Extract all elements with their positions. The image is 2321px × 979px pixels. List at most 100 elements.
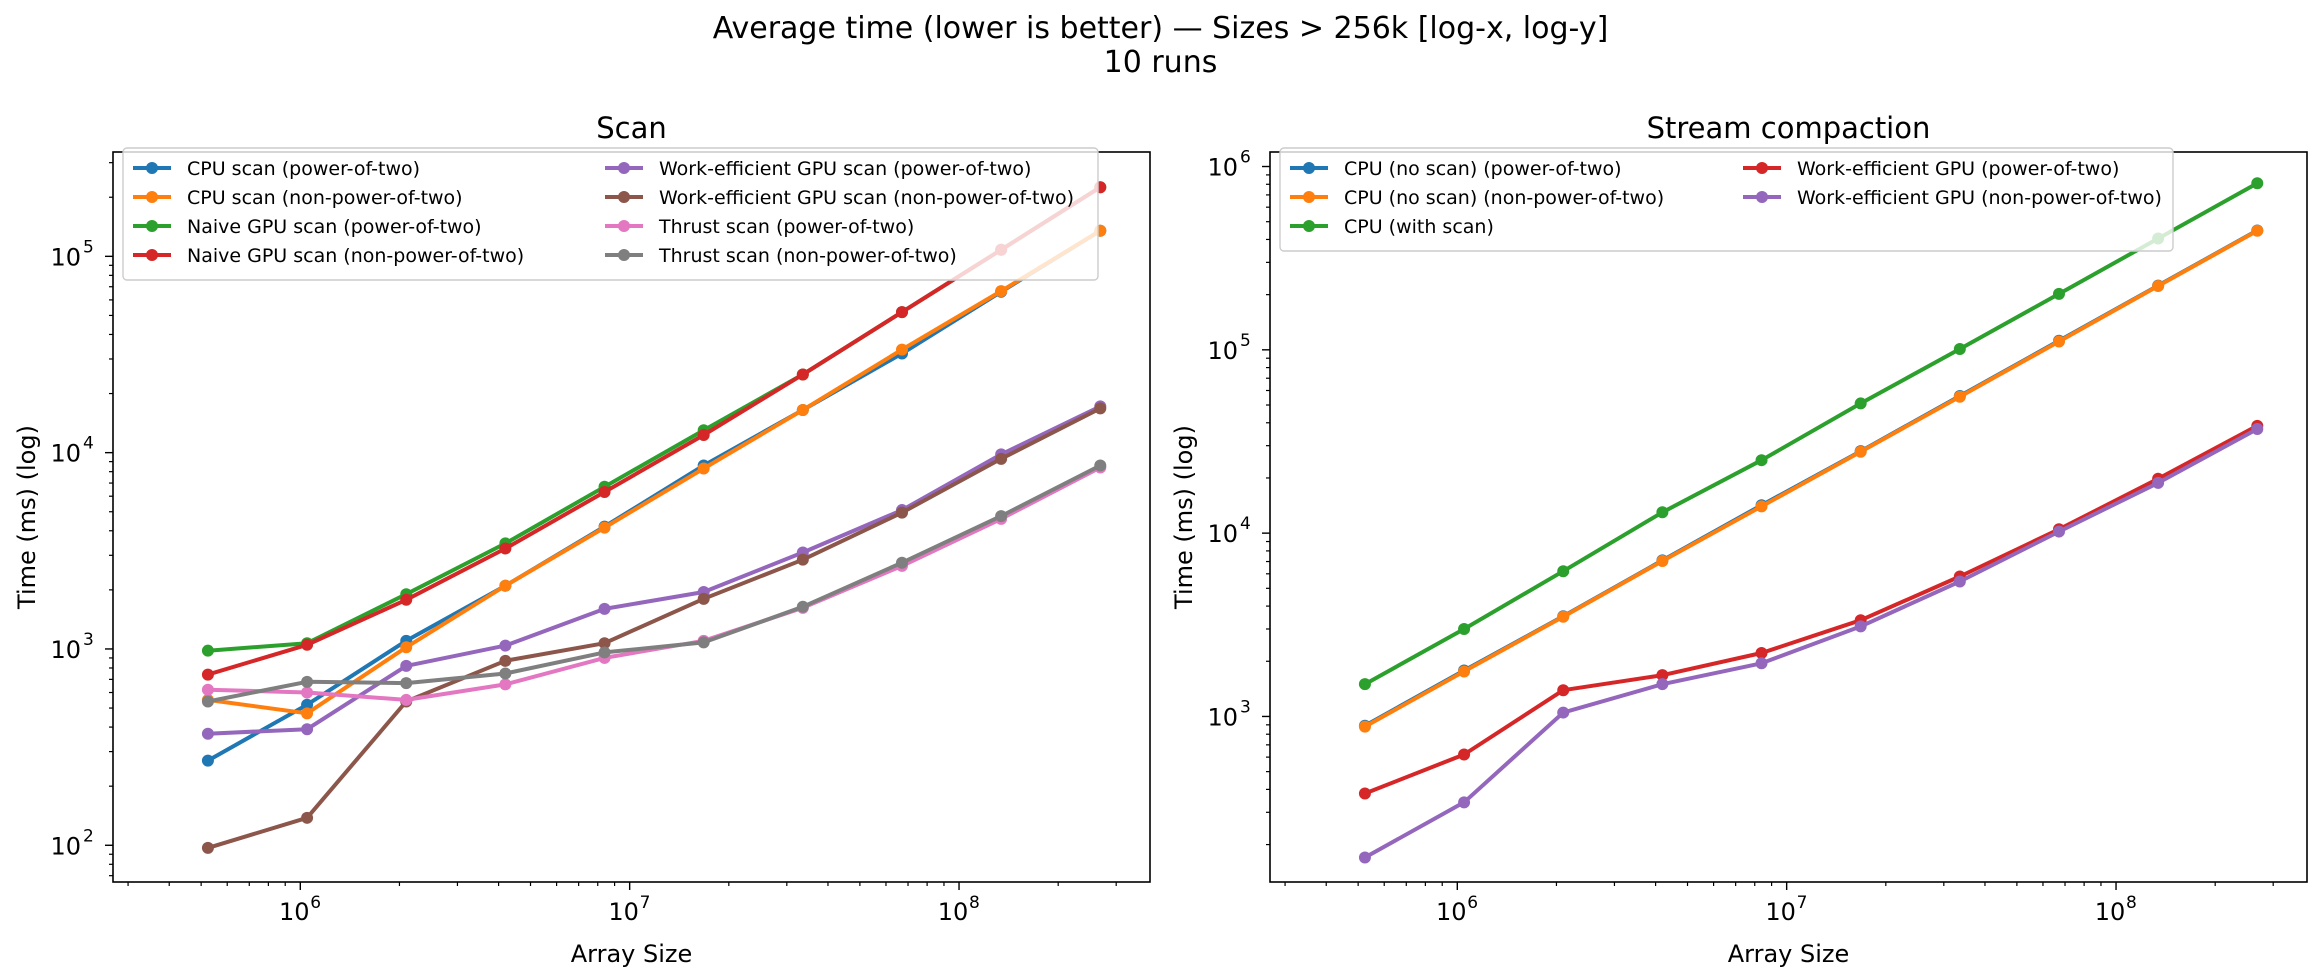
data-point — [2052, 525, 2065, 538]
data-point — [400, 659, 413, 672]
legend-label: Naive GPU scan (power-of-two) — [187, 216, 482, 238]
data-point — [499, 639, 512, 652]
legend-item: Thrust scan (power-of-two) — [605, 216, 914, 238]
legend-marker — [146, 249, 158, 261]
data-point — [1755, 500, 1768, 513]
series-8 — [201, 459, 1107, 708]
data-point — [1656, 678, 1669, 691]
data-point — [2251, 224, 2264, 237]
legend-item: Naive GPU scan (power-of-two) — [133, 216, 482, 238]
y-axis-label: Time (ms) (log) — [1170, 425, 1198, 610]
x-tick-label-exponent: 8 — [969, 893, 980, 913]
legend-item: Work-efficient GPU (non-power-of-two) — [1743, 187, 2162, 209]
data-point — [301, 707, 314, 720]
y-tick-label-exponent: 3 — [83, 630, 94, 650]
legend-marker — [1303, 220, 1315, 232]
data-point — [1953, 575, 1966, 588]
plot-frame — [1269, 151, 2308, 883]
data-point — [1854, 445, 1867, 458]
legend-label: Naive GPU scan (non-power-of-two) — [187, 245, 524, 267]
legend-label: CPU scan (power-of-two) — [187, 158, 420, 180]
data-point — [1755, 657, 1768, 670]
data-point — [1557, 706, 1570, 719]
legend-item: CPU (no scan) (power-of-two) — [1290, 158, 1622, 180]
data-point — [301, 638, 314, 651]
legend-marker — [618, 249, 630, 261]
legend-item: Thrust scan (non-power-of-two) — [605, 245, 957, 267]
series-line — [1363, 181, 2259, 686]
data-point — [697, 636, 710, 649]
data-point — [499, 667, 512, 680]
data-point — [2052, 335, 2065, 348]
legend-box — [122, 147, 1099, 281]
legend-marker — [618, 162, 630, 174]
data-point — [796, 368, 809, 381]
x-tick-label: 10 — [608, 898, 639, 926]
data-point — [1557, 565, 1570, 578]
data-point — [301, 723, 314, 736]
data-point — [1358, 787, 1371, 800]
data-point — [995, 452, 1008, 465]
data-point — [1854, 397, 1867, 410]
figure-subtitle: 10 runs — [1103, 45, 1218, 80]
data-point — [895, 506, 908, 519]
data-point — [2251, 422, 2264, 435]
data-point — [796, 403, 809, 416]
legend-label: CPU (no scan) (power-of-two) — [1344, 158, 1622, 180]
data-point — [499, 678, 512, 691]
legend-item: CPU (with scan) — [1290, 216, 1494, 238]
data-point — [697, 462, 710, 475]
data-point — [1358, 851, 1371, 864]
data-point — [201, 841, 214, 854]
legend-item: Work-efficient GPU scan (non-power-of-tw… — [605, 187, 1074, 209]
data-point — [1557, 610, 1570, 623]
y-tick-label-exponent: 3 — [1240, 697, 1251, 717]
legend-marker — [1303, 191, 1315, 203]
x-tick-label-exponent: 8 — [2126, 893, 2137, 913]
legend-label: Thrust scan (non-power-of-two) — [658, 245, 957, 267]
figure-title: Average time (lower is better) — Sizes >… — [712, 11, 1609, 46]
data-point — [400, 677, 413, 690]
data-point — [400, 593, 413, 606]
series-line — [207, 185, 1102, 677]
data-point — [895, 556, 908, 569]
data-point — [1094, 459, 1107, 472]
series-line — [1364, 424, 2259, 796]
y-tick-label: 10 — [50, 243, 81, 271]
legend-item: CPU (no scan) (non-power-of-two) — [1290, 187, 1664, 209]
data-point — [2152, 279, 2165, 292]
legend-item: Work-efficient GPU (power-of-two) — [1743, 158, 2119, 180]
legend-label: Work-efficient GPU scan (non-power-of-tw… — [659, 187, 1074, 209]
data-point — [1656, 669, 1669, 682]
series-line — [1363, 427, 2259, 860]
legend: CPU (no scan) (power-of-two) CPU (no scan… — [1279, 147, 2174, 252]
legend-label: Thrust scan (power-of-two) — [658, 216, 914, 238]
data-point — [1094, 402, 1107, 415]
data-point — [697, 592, 710, 605]
x-tick-label: 10 — [279, 898, 310, 926]
data-point — [598, 637, 611, 650]
series-5 — [201, 400, 1107, 740]
x-tick-label-exponent: 6 — [1467, 893, 1478, 913]
x-tick-label: 10 — [1765, 898, 1796, 926]
series-line — [207, 228, 1102, 716]
x-axis-label: Array Size — [1728, 940, 1850, 968]
data-point — [2152, 476, 2165, 489]
data-point — [1358, 678, 1371, 691]
data-point — [1953, 390, 1966, 403]
series-5 — [1358, 422, 2264, 864]
data-point — [1358, 720, 1371, 733]
legend-marker — [1756, 191, 1768, 203]
legend-item: Naive GPU scan (non-power-of-two) — [133, 245, 524, 267]
data-point — [201, 644, 214, 657]
data-point — [995, 510, 1008, 523]
data-point — [1656, 554, 1669, 567]
legend-label: Work-efficient GPU (power-of-two) — [1797, 158, 2119, 180]
data-point — [2251, 177, 2264, 190]
data-point — [1458, 665, 1471, 678]
data-point — [895, 306, 908, 319]
data-point — [895, 343, 908, 356]
y-tick-label: 10 — [50, 440, 81, 468]
y-tick-label: 10 — [1207, 337, 1238, 365]
